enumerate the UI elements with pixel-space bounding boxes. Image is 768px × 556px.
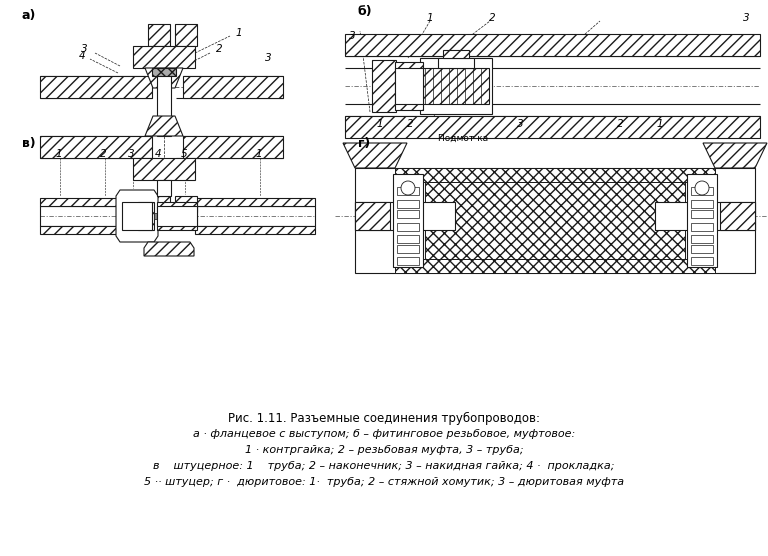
- Text: 3: 3: [517, 119, 523, 129]
- Text: 3: 3: [128, 149, 134, 159]
- Text: 2: 2: [617, 119, 624, 129]
- Bar: [691, 200, 713, 208]
- Bar: [395, 68, 423, 104]
- Bar: [157, 68, 171, 136]
- Text: 3: 3: [349, 31, 356, 41]
- Text: 3: 3: [81, 44, 88, 54]
- Polygon shape: [144, 242, 194, 256]
- Text: а): а): [22, 9, 36, 22]
- Bar: [138, 202, 154, 230]
- Text: Подмот ка: Подмот ка: [438, 133, 488, 142]
- Polygon shape: [703, 143, 767, 168]
- Text: 3: 3: [743, 13, 750, 23]
- Polygon shape: [145, 68, 183, 88]
- Text: а · фланцевое с выступом; б – фитинговое резьбовое, муфтовое:: а · фланцевое с выступом; б – фитинговое…: [193, 429, 575, 439]
- Bar: [133, 158, 195, 180]
- Text: 1: 1: [256, 149, 263, 159]
- Text: 4: 4: [78, 51, 85, 61]
- Text: 2: 2: [488, 13, 495, 23]
- Bar: [40, 206, 140, 226]
- Bar: [691, 210, 713, 218]
- Bar: [148, 196, 170, 212]
- Bar: [397, 245, 419, 253]
- Text: в): в): [22, 137, 35, 150]
- Bar: [133, 46, 195, 68]
- Bar: [355, 202, 390, 230]
- Bar: [148, 24, 170, 46]
- Circle shape: [695, 181, 709, 195]
- Text: 3: 3: [265, 53, 272, 63]
- Bar: [40, 198, 140, 206]
- Bar: [420, 58, 492, 114]
- Bar: [195, 206, 315, 226]
- Bar: [183, 76, 283, 98]
- Bar: [443, 50, 469, 58]
- Text: 1: 1: [235, 28, 242, 38]
- Text: б): б): [358, 4, 372, 17]
- Bar: [40, 136, 152, 158]
- Bar: [397, 257, 419, 265]
- Text: 1: 1: [427, 13, 433, 23]
- Bar: [691, 187, 713, 195]
- Bar: [345, 34, 760, 56]
- Bar: [175, 24, 197, 46]
- Bar: [423, 68, 489, 104]
- Bar: [152, 68, 176, 76]
- Bar: [397, 223, 419, 231]
- Bar: [157, 202, 197, 230]
- Bar: [40, 76, 152, 98]
- Bar: [355, 168, 755, 273]
- Bar: [720, 202, 755, 230]
- Bar: [691, 223, 713, 231]
- Text: 1 · контргайка; 2 – резьбовая муфта, 3 – труба;: 1 · контргайка; 2 – резьбовая муфта, 3 –…: [245, 445, 523, 455]
- Bar: [195, 198, 315, 206]
- Text: Рис. 1.11. Разъемные соединения трубопроводов:: Рис. 1.11. Разъемные соединения трубопро…: [228, 411, 540, 425]
- Bar: [691, 245, 713, 253]
- Bar: [183, 136, 283, 158]
- Bar: [122, 202, 152, 230]
- Text: 2: 2: [100, 149, 107, 159]
- Bar: [425, 182, 685, 259]
- Bar: [40, 226, 140, 234]
- Bar: [175, 196, 197, 212]
- Bar: [157, 180, 171, 196]
- Bar: [395, 168, 715, 182]
- Bar: [397, 187, 419, 195]
- Bar: [655, 202, 755, 230]
- Polygon shape: [343, 143, 407, 168]
- Bar: [154, 213, 160, 219]
- Polygon shape: [145, 116, 183, 136]
- Bar: [691, 235, 713, 243]
- Bar: [395, 259, 715, 273]
- Bar: [372, 60, 396, 112]
- Bar: [157, 206, 197, 226]
- Bar: [393, 174, 423, 267]
- Text: 1: 1: [55, 149, 61, 159]
- Bar: [355, 202, 455, 230]
- Text: 1: 1: [376, 119, 383, 129]
- Text: 5: 5: [181, 149, 187, 159]
- Text: в    штуцерное: 1    труба; 2 – наконечник; 3 – накидная гайка; 4 ·  прокладка;: в штуцерное: 1 труба; 2 – наконечник; 3 …: [154, 461, 614, 471]
- Text: г): г): [358, 137, 370, 150]
- Bar: [195, 226, 315, 234]
- Bar: [345, 116, 760, 138]
- Text: 2: 2: [407, 119, 413, 129]
- Text: 2: 2: [216, 44, 223, 54]
- Bar: [691, 257, 713, 265]
- Text: 5 ·· штуцер; г ·  дюритовое: 1·  труба; 2 – стяжной хомутик; 3 – дюритовая муфта: 5 ·· штуцер; г · дюритовое: 1· труба; 2 …: [144, 477, 624, 487]
- Bar: [397, 200, 419, 208]
- Circle shape: [401, 181, 415, 195]
- Bar: [395, 62, 423, 110]
- Text: 4: 4: [155, 149, 161, 159]
- Bar: [397, 235, 419, 243]
- Bar: [687, 174, 717, 267]
- Text: 1: 1: [657, 119, 664, 129]
- Bar: [397, 210, 419, 218]
- Polygon shape: [116, 190, 158, 242]
- Bar: [438, 58, 474, 68]
